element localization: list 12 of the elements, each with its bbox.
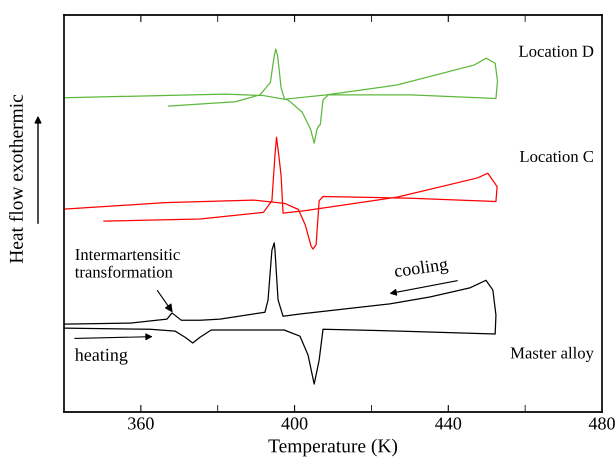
x-tick-label: 440	[435, 417, 462, 430]
y-axis-title: Heat flow exothermic	[8, 94, 23, 264]
annotation: heating	[74, 348, 128, 365]
annotation: cooling	[394, 257, 449, 281]
x-tick-label: 480	[588, 417, 615, 430]
series-label: Location D	[518, 46, 594, 57]
x-axis-title: Temperature (K)	[268, 438, 398, 456]
series-label: Master alloy	[510, 346, 594, 362]
x-tick-label: 400	[281, 417, 308, 430]
series-label: Location C	[520, 150, 594, 162]
x-tick-label: 360	[128, 417, 154, 430]
annotation: Intermartensitic transformation	[74, 248, 180, 278]
